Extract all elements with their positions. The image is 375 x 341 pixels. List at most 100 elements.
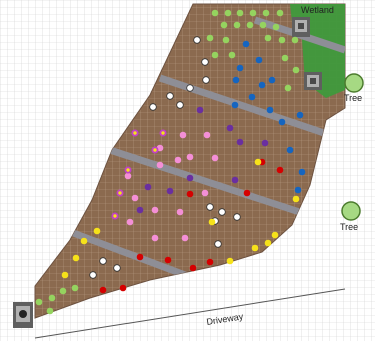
plant-pink-marker (211, 154, 219, 162)
plant-white-marker (202, 76, 210, 84)
plant-white-marker (214, 240, 222, 248)
plant-light-green-marker (236, 9, 244, 17)
plant-pink-marker (151, 206, 159, 214)
plant-light-green-marker (276, 9, 284, 17)
plant-blue-marker (255, 56, 263, 64)
plant-blue-marker (298, 168, 306, 176)
plant-white-marker (218, 208, 226, 216)
plant-red-marker (119, 284, 127, 292)
plant-white-marker (193, 36, 201, 44)
plant-blue-marker (278, 118, 286, 126)
plant-light-green-marker (284, 84, 292, 92)
plant-white-marker (149, 103, 157, 111)
plant-magenta-flower-marker (124, 166, 132, 174)
plant-light-green-marker (211, 9, 219, 17)
plant-pink-marker (179, 131, 187, 139)
plant-light-green-marker (259, 21, 267, 29)
plant-pink-marker (201, 189, 209, 197)
rock-middle (304, 72, 322, 90)
wetland-label: Wetland (301, 5, 334, 15)
plant-light-green-marker (249, 9, 257, 17)
plant-red-marker (189, 264, 197, 272)
plant-red-marker (243, 189, 251, 197)
plant-purple-marker (261, 139, 269, 147)
plant-magenta-flower-marker (159, 129, 167, 137)
plant-white-marker (113, 264, 121, 272)
plant-white-marker (89, 271, 97, 279)
plant-light-green-marker (281, 54, 289, 62)
plant-blue-marker (242, 40, 250, 48)
plant-white-marker (201, 58, 209, 66)
plant-pink-marker (186, 153, 194, 161)
garden-path (108, 146, 332, 226)
plant-pink-marker (181, 234, 189, 242)
plant-blue-marker (294, 186, 302, 194)
plant-light-green-marker (206, 34, 214, 42)
plant-yellow-marker (271, 231, 279, 239)
plant-white-marker (166, 92, 174, 100)
plant-light-green-marker (59, 287, 67, 295)
plant-yellow-marker (208, 218, 216, 226)
plant-purple-marker (166, 187, 174, 195)
plant-blue-marker (258, 81, 266, 89)
plant-yellow-marker (80, 237, 88, 245)
plant-red-marker (99, 286, 107, 294)
driveway-edge (34, 288, 346, 339)
plant-white-marker (233, 213, 241, 221)
plant-light-green-marker (291, 36, 299, 44)
plant-blue-marker (236, 64, 244, 72)
plant-red-marker (206, 258, 214, 266)
plant-yellow-marker (61, 271, 69, 279)
garden-bed (34, 3, 346, 319)
plant-red-marker (186, 190, 194, 198)
plant-magenta-flower-marker (116, 189, 124, 197)
plant-light-green-marker (222, 36, 230, 44)
plant-pink-marker (124, 172, 132, 180)
plant-blue-marker (248, 93, 256, 101)
plant-blue-marker (266, 106, 274, 114)
plant-light-green-marker (262, 9, 270, 17)
plant-purple-marker (186, 174, 194, 182)
plant-light-green-marker (224, 9, 232, 17)
plant-yellow-marker (226, 257, 234, 265)
plant-yellow-marker (93, 227, 101, 235)
tree-label: Tree (340, 222, 358, 232)
plant-red-marker (164, 256, 172, 264)
plant-magenta-flower-marker (151, 146, 159, 154)
plant-pink-marker (176, 208, 184, 216)
plant-red-marker (136, 253, 144, 261)
plant-yellow-marker (264, 239, 272, 247)
plant-purple-marker (231, 176, 239, 184)
plant-pink-marker (203, 131, 211, 139)
plant-purple-marker (226, 124, 234, 132)
tree-icon (341, 201, 361, 221)
rock-bottom (13, 302, 33, 328)
plant-light-green-marker (246, 21, 254, 29)
plant-pink-marker (151, 234, 159, 242)
plant-blue-marker (286, 146, 294, 154)
plant-purple-marker (144, 183, 152, 191)
plant-light-green-marker (228, 51, 236, 59)
plant-white-marker (99, 257, 107, 265)
plant-markers (35, 9, 306, 315)
plant-pink-marker (156, 161, 164, 169)
plant-white-marker (186, 84, 194, 92)
plant-light-green-marker (35, 298, 43, 306)
plant-light-green-marker (272, 23, 280, 31)
rock-top (292, 17, 310, 37)
plant-yellow-marker (292, 195, 300, 203)
plant-blue-marker (268, 76, 276, 84)
plant-white-marker (206, 203, 214, 211)
plant-light-green-marker (264, 34, 272, 42)
tree-label: Tree (344, 93, 362, 103)
plant-pink-marker (174, 156, 182, 164)
plant-blue-marker (231, 101, 239, 109)
plant-light-green-marker (46, 307, 54, 315)
plant-purple-marker (136, 206, 144, 214)
plant-red-marker (276, 166, 284, 174)
plant-pink-marker (131, 194, 139, 202)
plant-purple-marker (236, 138, 244, 146)
plant-purple-marker (196, 106, 204, 114)
plant-light-green-marker (48, 294, 56, 302)
